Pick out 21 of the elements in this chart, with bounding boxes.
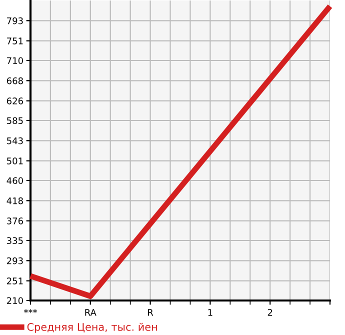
y-tick-label: 335: [7, 237, 23, 244]
x-tick-label: 1: [208, 309, 212, 316]
y-tick-label: 626: [6, 98, 23, 104]
y-tick-label: 293: [6, 257, 23, 264]
x-tick-label: ***: [24, 308, 37, 314]
y-tick-label: 418: [6, 197, 23, 204]
x-tick-label: 2: [268, 308, 272, 316]
y-tick-label: 668: [6, 77, 23, 84]
legend-label: Средняя Цена, тыс. йен: [27, 322, 157, 333]
y-tick-label: 210: [6, 297, 23, 304]
y-tick-label: 751: [7, 38, 23, 44]
y-tick-label: 460: [6, 177, 23, 184]
y-tick-label: 793: [7, 17, 23, 24]
y-tick-label: 376: [7, 218, 23, 224]
x-tick-label: R: [148, 309, 154, 316]
y-tick-label: 543: [7, 137, 23, 144]
y-tick-label: 585: [7, 117, 23, 124]
y-tick-label: 501: [7, 158, 23, 164]
x-tick-label: RA: [85, 309, 96, 316]
y-tick-label: 710: [7, 57, 23, 64]
y-tick-label: 251: [6, 278, 23, 284]
